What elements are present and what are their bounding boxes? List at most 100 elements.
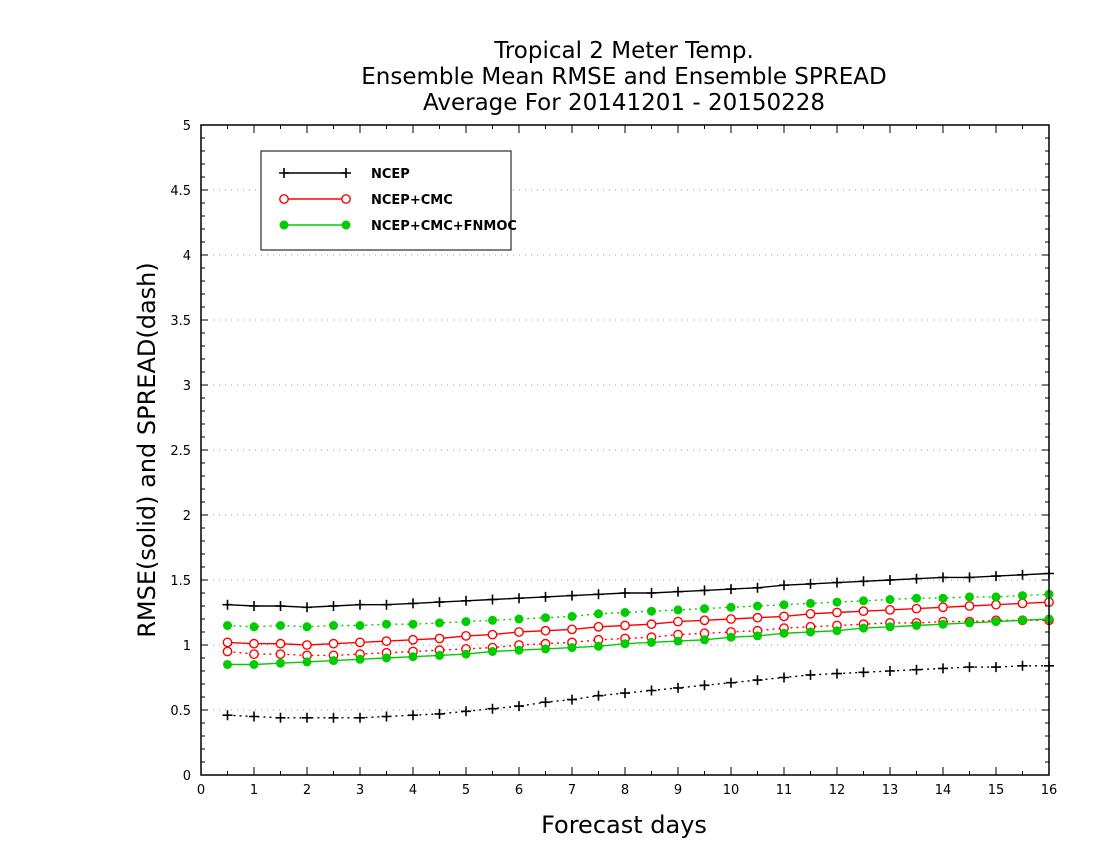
ncep-cmc-fnmoc-rmse-point — [832, 626, 842, 636]
chart-title: Tropical 2 Meter Temp. — [493, 38, 754, 64]
ncep-cmc-rmse-point — [726, 614, 736, 624]
ncep-rmse-point — [938, 572, 948, 583]
legend-entry-ncep-cmc-fnmoc: NCEP+CMC+FNMOC — [279, 219, 517, 234]
ncep-cmc-spread-point — [249, 649, 259, 659]
ncep-cmc-fnmoc-spread-series — [223, 589, 1054, 632]
ncep-cmc-fnmoc-spread-point — [408, 619, 418, 629]
x-tick-label: 16 — [1041, 783, 1058, 798]
y-axis-label: RMSE(solid) and SPREAD(dash) — [133, 262, 161, 638]
ncep-cmc-fnmoc-spread-point — [779, 600, 789, 610]
ncep-rmse-point — [991, 571, 1001, 582]
ncep-spread-point — [487, 703, 498, 714]
y-tick-label: 0.5 — [170, 704, 191, 719]
ncep-cmc-fnmoc-spread-point — [965, 592, 974, 602]
ncep-rmse-point — [752, 582, 763, 593]
ncep-cmc-fnmoc-spread-point — [753, 601, 762, 611]
ncep-cmc-fnmoc-spread-point — [1018, 591, 1027, 601]
ncep-cmc-rmse-point — [593, 621, 604, 632]
legend-marker — [279, 168, 289, 178]
y-tick-label: 2 — [183, 509, 191, 524]
ncep-cmc-rmse-point — [328, 638, 339, 649]
ncep-rmse-point — [540, 591, 551, 602]
ncep-cmc-fnmoc-spread-point — [594, 609, 603, 619]
ncep-cmc-rmse-point — [673, 616, 683, 627]
ncep-cmc-fnmoc-rmse-point — [647, 637, 656, 647]
x-tick-label: 4 — [409, 783, 417, 798]
ncep-spread-point — [752, 675, 763, 686]
ncep-spread-point — [805, 669, 816, 680]
ncep-cmc-fnmoc-rmse-line — [227, 618, 1050, 666]
x-tick-label: 3 — [356, 783, 364, 798]
ncep-cmc-rmse-point — [858, 606, 869, 617]
ncep-cmc-rmse-point — [487, 629, 498, 640]
ncep-spread-point — [699, 680, 710, 691]
ncep-rmse-point — [779, 580, 789, 591]
ncep-spread-point — [328, 712, 339, 723]
ncep-cmc-fnmoc-rmse-point — [567, 643, 577, 653]
ncep-rmse-point — [858, 576, 869, 587]
chart-subtitle: Ensemble Mean RMSE and Ensemble SPREAD — [361, 64, 886, 90]
ncep-cmc-fnmoc-rmse-point — [620, 639, 630, 649]
ncep-cmc-rmse-point — [461, 631, 471, 641]
ncep-cmc-fnmoc-rmse-point — [276, 658, 285, 668]
ncep-cmc-fnmoc-rmse-point — [912, 621, 921, 630]
ncep-cmc-fnmoc-rmse-point — [408, 652, 418, 662]
x-tick-label: 12 — [829, 783, 846, 798]
ncep-cmc-fnmoc-rmse-point — [885, 622, 895, 632]
ncep-cmc-fnmoc-spread-point — [673, 605, 683, 615]
ncep-cmc-rmse-point — [355, 637, 365, 648]
ncep-cmc-fnmoc-rmse-point — [700, 635, 709, 645]
legend-entry-ncep-cmc: NCEP+CMC — [279, 193, 453, 208]
ncep-rmse-point — [249, 601, 259, 611]
ncep-cmc-rmse-point — [779, 611, 789, 622]
ncep-spread-point — [275, 712, 286, 723]
ncep-cmc-spread-point — [275, 649, 286, 659]
ncep-spread-point — [964, 662, 975, 673]
ncep-cmc-rmse-point — [434, 633, 445, 644]
x-tick-label: 10 — [723, 783, 740, 798]
ncep-cmc-fnmoc-rmse-point — [329, 656, 338, 666]
ncep-cmc-fnmoc-spread-point — [567, 611, 577, 621]
ncep-cmc-rmse-line — [227, 601, 1050, 646]
ncep-cmc-fnmoc-spread-point — [461, 617, 471, 627]
ncep-spread-point — [779, 672, 789, 683]
ncep-spread-point — [620, 688, 630, 699]
ncep-cmc-fnmoc-rmse-point — [302, 657, 312, 667]
legend-marker — [341, 194, 351, 204]
ncep-spread-point — [249, 711, 259, 722]
ncep-cmc-fnmoc-spread-point — [223, 621, 232, 630]
ncep-spread-point — [1017, 660, 1028, 671]
ncep-cmc-spread-point — [222, 646, 233, 657]
legend-label: NCEP+CMC+FNMOC — [371, 219, 517, 234]
ncep-spread-point — [832, 668, 842, 679]
ncep-cmc-fnmoc-spread-point — [488, 615, 497, 625]
ncep-spread-point — [673, 682, 683, 693]
ncep-rmse-point — [222, 599, 233, 610]
ncep-spread-point — [593, 690, 604, 701]
ncep-cmc-fnmoc-spread-point — [700, 604, 709, 614]
ncep-spread-point — [938, 663, 948, 674]
plot-frame — [200, 124, 1050, 776]
ncep-rmse-point — [275, 601, 286, 611]
series-layer — [222, 568, 1054, 723]
ncep-rmse-point — [487, 594, 498, 605]
ncep-rmse-point — [964, 572, 975, 583]
ncep-rmse-line — [227, 572, 1050, 609]
ncep-spread-point — [646, 685, 657, 696]
ncep-spread-point — [726, 677, 736, 688]
ncep-cmc-fnmoc-rmse-point — [673, 636, 683, 646]
x-tick-label: 2 — [303, 783, 311, 798]
ncep-cmc-rmse-point — [408, 634, 418, 645]
ncep-cmc-fnmoc-spread-point — [885, 595, 895, 604]
ncep-cmc-fnmoc-spread-point — [514, 614, 524, 624]
ncep-rmse-point — [408, 598, 418, 609]
ncep-cmc-rmse-point — [699, 615, 710, 626]
ncep-rmse-point — [593, 589, 604, 600]
ncep-cmc-fnmoc-spread-point — [541, 613, 550, 623]
x-tick-label: 7 — [568, 783, 576, 798]
legend-marker — [279, 194, 289, 204]
x-tick-label: 0 — [197, 783, 205, 798]
y-tick-label: 4.5 — [170, 184, 191, 199]
ncep-cmc-fnmoc-spread-point — [726, 602, 736, 612]
ncep-cmc-rmse-point — [302, 640, 312, 650]
